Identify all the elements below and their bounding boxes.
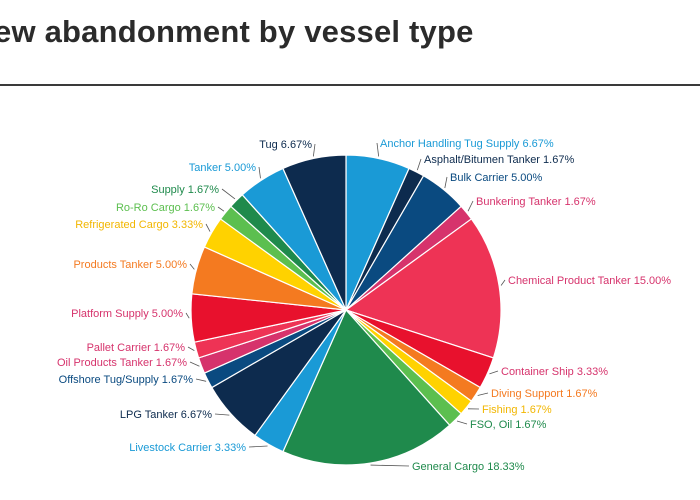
slice-label: Platform Supply 5.00% bbox=[71, 308, 183, 320]
slice-label: Bulk Carrier 5.00% bbox=[450, 172, 543, 184]
leader-line bbox=[195, 378, 207, 382]
slice-label: FSO, Oil 1.67% bbox=[470, 419, 547, 431]
leader-line bbox=[312, 143, 316, 157]
leader-line bbox=[370, 464, 410, 467]
slice-label: Offshore Tug/Supply 1.67% bbox=[59, 374, 194, 386]
leader-line bbox=[500, 279, 506, 286]
leader-line bbox=[221, 188, 236, 200]
pie-slice-general-cargo bbox=[282, 308, 451, 466]
leader-line bbox=[189, 361, 200, 367]
slice-label: Tanker 5.00% bbox=[189, 162, 256, 174]
leader-line bbox=[456, 420, 468, 425]
slice-label: General Cargo 18.33% bbox=[412, 461, 525, 473]
leader-line bbox=[444, 176, 448, 189]
slice-label: Pallet Carrier 1.67% bbox=[87, 342, 186, 354]
leader-line bbox=[416, 158, 422, 171]
leader-line bbox=[489, 370, 499, 375]
slice-label: Asphalt/Bitumen Tanker 1.67% bbox=[424, 154, 574, 166]
slice-label: Oil Products Tanker 1.67% bbox=[57, 357, 187, 369]
slice-label: Diving Support 1.67% bbox=[491, 388, 598, 400]
leader-line bbox=[214, 413, 230, 416]
slice-label: Refrigerated Cargo 3.33% bbox=[75, 219, 203, 231]
pie-slice-chemical-product-tanker bbox=[344, 218, 502, 359]
page-title: ew abandonment by vessel type bbox=[0, 14, 474, 49]
leader-line bbox=[189, 263, 195, 270]
slice-label: Tug 6.67% bbox=[259, 139, 312, 151]
slice-label: LPG Tanker 6.67% bbox=[120, 409, 212, 421]
leader-line bbox=[205, 223, 211, 232]
slice-label: Anchor Handling Tug Supply 6.67% bbox=[380, 138, 554, 150]
leader-line bbox=[248, 445, 268, 448]
slice-label: Supply 1.67% bbox=[151, 184, 219, 196]
leader-line bbox=[217, 206, 225, 212]
slice-label: Chemical Product Tanker 15.00% bbox=[508, 275, 671, 287]
pie-slice-tug bbox=[282, 154, 347, 311]
slice-labels: Anchor Handling Tug Supply 6.67% Asphalt/… bbox=[57, 138, 671, 473]
slice-label: Ro-Ro Cargo 1.67% bbox=[116, 202, 215, 214]
slice-label: Products Tanker 5.00% bbox=[73, 259, 187, 271]
leader-line bbox=[258, 166, 261, 179]
pie-slices bbox=[190, 154, 502, 466]
leader-line bbox=[467, 200, 474, 212]
leader-lines bbox=[185, 142, 506, 467]
title-divider bbox=[0, 84, 700, 86]
leader-line bbox=[185, 312, 190, 319]
slice-label: Bunkering Tanker 1.67% bbox=[476, 196, 596, 208]
slice-label: Livestock Carrier 3.33% bbox=[129, 442, 246, 454]
slice-label: Container Ship 3.33% bbox=[501, 366, 608, 378]
leader-line bbox=[376, 142, 380, 157]
leader-line bbox=[477, 392, 489, 396]
leader-line bbox=[187, 346, 195, 351]
slice-label: Fishing 1.67% bbox=[482, 404, 552, 416]
